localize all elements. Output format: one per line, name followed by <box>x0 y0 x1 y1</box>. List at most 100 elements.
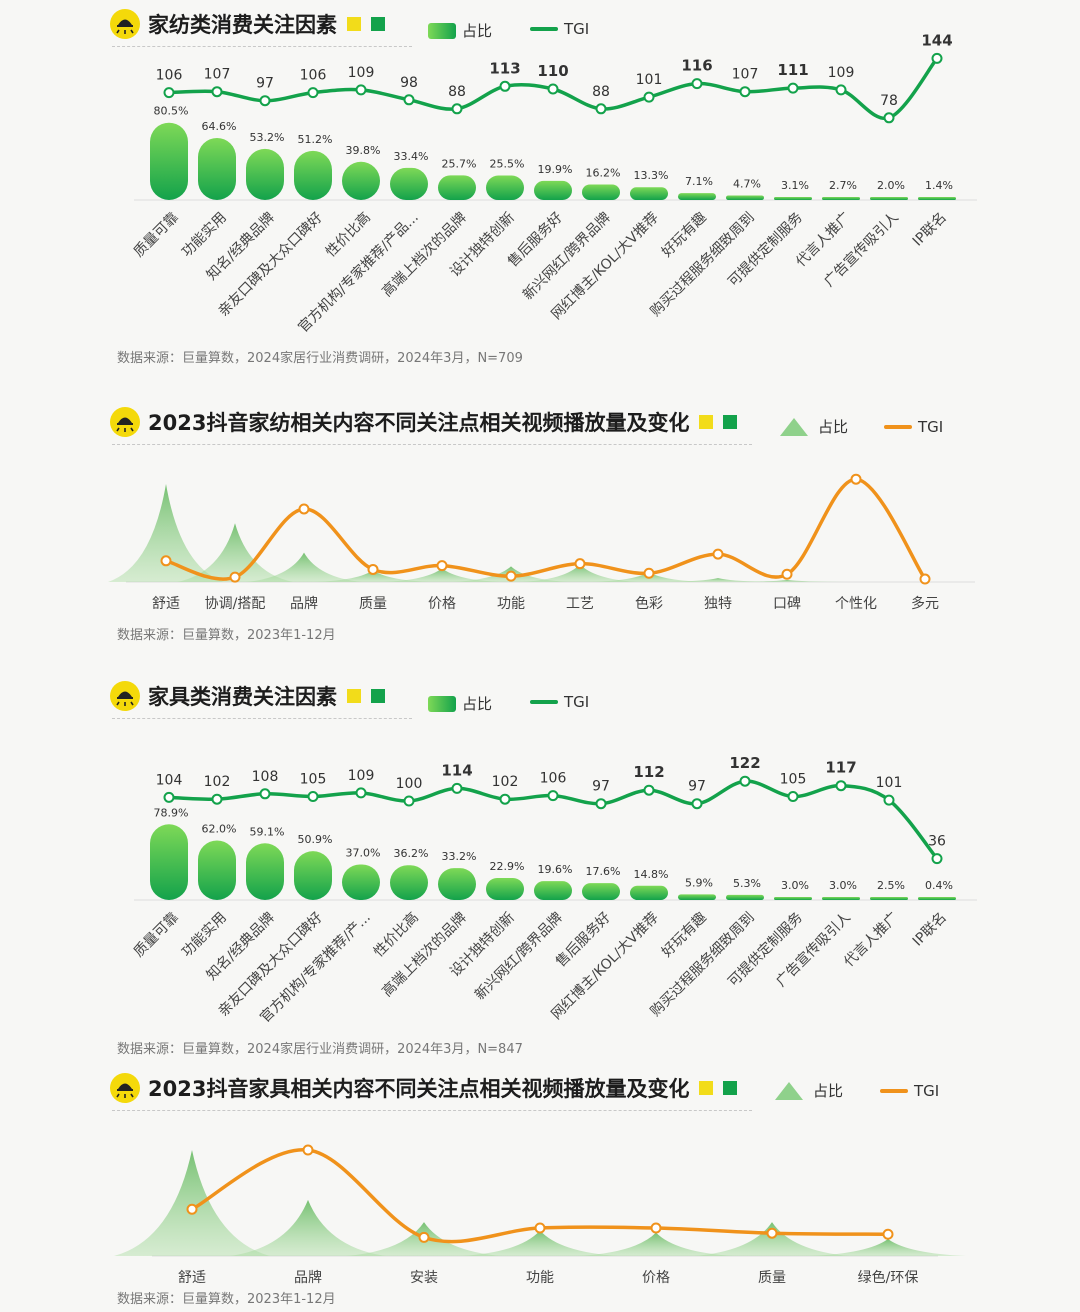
tgi-point <box>403 795 415 807</box>
legend-area-label: 占比 <box>818 418 849 436</box>
legend-bar-label: 占比 <box>462 22 493 40</box>
tgi-value-label: 109 <box>828 65 855 81</box>
bar <box>870 897 908 900</box>
category-label: 个性化 <box>835 596 877 612</box>
bar <box>678 894 716 900</box>
tgi-point <box>766 1227 778 1239</box>
tgi-point <box>259 95 271 107</box>
tgi-value-label: 101 <box>636 72 663 88</box>
category-label: 功能 <box>497 596 525 612</box>
chart-panel-textile-video: 2023抖音家纺相关内容不同关注点相关视频播放量及变化 占比 TGI 舒适 协调/… <box>0 400 1080 650</box>
tgi-value-label: 102 <box>492 774 519 790</box>
tgi-value-label: 109 <box>348 768 375 784</box>
legend-area: 占比 <box>775 1080 843 1101</box>
area-peak <box>462 1230 618 1256</box>
bar-value-label: 5.3% <box>733 877 761 890</box>
tgi-point <box>850 473 862 485</box>
bar <box>390 865 428 900</box>
bar <box>342 161 380 200</box>
chart-header: 家具类消费关注因素 <box>110 676 385 716</box>
tgi-point <box>211 86 223 98</box>
area-line-chart: 舒适 品牌 安装 功能 价格 质量 绿色/环保 <box>114 1144 966 1286</box>
tgi-point <box>451 103 463 115</box>
area-peak <box>522 564 638 582</box>
tgi-point <box>712 548 724 560</box>
bar-value-label: 33.2% <box>442 850 477 863</box>
tgi-point <box>835 84 847 96</box>
lamp-icon <box>110 681 140 711</box>
bar <box>774 197 812 200</box>
area-line-chart: 舒适 协调/搭配 品牌 质量 价格 功能 工艺 色彩 独特 口碑 个性化 多元 <box>108 473 975 612</box>
data-source: 数据来源：巨量算数，2023年1-12月 <box>117 628 336 643</box>
green-square-icon <box>723 415 738 429</box>
bar <box>726 195 764 200</box>
bar-value-label: 3.1% <box>781 179 809 192</box>
yellow-square-icon <box>347 689 361 703</box>
tgi-point <box>643 784 655 796</box>
tgi-value-label: 88 <box>592 84 610 100</box>
line-swatch <box>880 1089 908 1093</box>
tgi-value-label: 122 <box>729 754 760 772</box>
tgi-value-label: 112 <box>633 763 664 781</box>
bar <box>582 184 620 200</box>
category-label: 工艺 <box>566 596 594 612</box>
tgi-point <box>931 853 943 865</box>
area-peak <box>694 1222 850 1256</box>
category-label: 独特 <box>704 596 732 612</box>
bar <box>822 197 860 200</box>
tgi-point <box>499 793 511 805</box>
legend-line-label: TGI <box>918 418 944 436</box>
tgi-point <box>534 1222 546 1234</box>
tgi-point <box>451 782 463 794</box>
category-label: IP联名 <box>910 910 950 950</box>
legend-bar: 占比 <box>428 20 492 41</box>
bar-value-label: 25.7% <box>442 157 477 170</box>
legend-line: TGI <box>530 20 589 38</box>
category-label: 价格 <box>642 1270 670 1286</box>
tgi-point <box>211 793 223 805</box>
category-label: 安装 <box>410 1270 438 1286</box>
legend-line-label: TGI <box>564 20 590 38</box>
category-label: IP联名 <box>910 210 950 250</box>
legend-line: TGI <box>884 418 943 436</box>
category-label: 多元 <box>911 595 939 612</box>
category-label: 质量 <box>758 1270 786 1286</box>
bar-value-label: 7.1% <box>685 175 713 188</box>
bar <box>918 197 956 200</box>
bar <box>774 897 812 900</box>
area-peak <box>660 578 776 582</box>
line-swatch <box>884 425 912 429</box>
bar-value-label: 16.2% <box>586 166 621 179</box>
bar-value-label: 59.1% <box>250 825 285 838</box>
bar-value-label: 25.5% <box>490 158 525 171</box>
data-source: 数据来源：巨量算数，2024家居行业消费调研，2024年3月，N=847 <box>117 1042 523 1057</box>
yellow-square-icon <box>699 415 714 429</box>
tgi-point <box>418 1231 430 1243</box>
legend-area-label: 占比 <box>813 1082 844 1100</box>
bar <box>390 167 428 200</box>
bar-value-label: 14.8% <box>634 868 669 881</box>
tgi-point <box>883 794 895 806</box>
category-label: 品牌 <box>294 1269 322 1286</box>
bar-value-label: 2.5% <box>877 879 905 892</box>
bar-value-label: 19.9% <box>538 163 573 176</box>
bar-value-label: 13.3% <box>634 169 669 182</box>
bar-value-label: 2.7% <box>829 179 857 192</box>
lamp-icon <box>110 1073 140 1103</box>
area-peak <box>108 484 224 582</box>
area-swatch <box>780 417 808 436</box>
tgi-point <box>739 775 751 787</box>
tgi-point <box>163 791 175 803</box>
bar-swatch <box>428 22 456 39</box>
bar-swatch <box>428 695 456 712</box>
bar-value-label: 78.9% <box>154 806 189 819</box>
bar <box>342 864 380 900</box>
bar-value-label: 22.9% <box>490 860 525 873</box>
tgi-value-label: 117 <box>825 759 856 777</box>
tgi-point <box>163 87 175 99</box>
bar-value-label: 64.6% <box>202 120 237 133</box>
tgi-value-label: 106 <box>540 771 567 787</box>
yellow-square-icon <box>347 17 361 31</box>
category-label: 高端上档次的品牌 <box>379 209 470 300</box>
bar-line-chart: 80.5% 64.6% 53.2% 51.2% 39.8% 33.4% 25.7% 25.5%… <box>131 31 977 336</box>
